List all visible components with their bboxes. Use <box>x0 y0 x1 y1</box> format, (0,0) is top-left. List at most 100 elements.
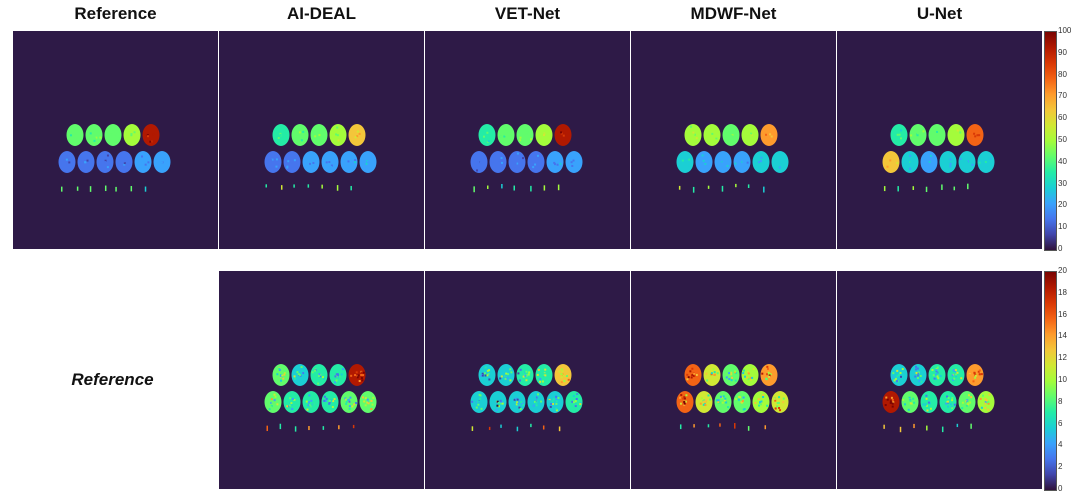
artifact-mark <box>144 186 147 192</box>
vial-speckle <box>726 164 729 167</box>
vial-speckle <box>99 136 102 139</box>
vial-speckle <box>721 401 724 404</box>
vial-speckle <box>974 373 977 376</box>
vial-speckle <box>537 368 540 371</box>
vial-speckle <box>351 155 354 158</box>
artifact-mark <box>471 426 474 431</box>
colorbar-tick: 14 <box>1058 331 1067 341</box>
vial-speckle <box>356 135 359 138</box>
vial-speckle <box>960 377 963 380</box>
vial-speckle <box>271 158 274 161</box>
vial-speckle <box>307 401 310 404</box>
vial-speckle <box>954 370 957 373</box>
vial-speckle <box>302 372 305 375</box>
vial-speckle <box>494 153 497 156</box>
vial-speckle <box>106 166 109 169</box>
vial-speckle <box>516 162 519 165</box>
vial-speckle <box>144 163 147 166</box>
vial-speckle <box>710 373 713 376</box>
vial-speckle <box>936 130 939 133</box>
vial-speckle <box>362 374 365 377</box>
vial-speckle <box>984 161 987 164</box>
vial-speckle <box>926 409 929 412</box>
vial-speckle <box>318 134 321 137</box>
artifact-mark <box>115 186 117 192</box>
colorbar-tick: 10 <box>1058 222 1067 232</box>
vial-speckle <box>273 393 276 396</box>
vial-speckle <box>305 400 308 403</box>
vial-speckle <box>558 370 561 373</box>
vial-speckle <box>758 404 761 407</box>
vial-speckle <box>892 401 895 404</box>
artifact-mark <box>280 185 283 190</box>
vial-speckle <box>916 377 919 380</box>
vial-speckle <box>553 154 556 157</box>
artifact-mark <box>693 424 695 428</box>
vial-speckle <box>932 374 935 377</box>
vial <box>302 391 320 413</box>
vial-speckle <box>734 398 737 401</box>
vial-speckle <box>522 157 525 160</box>
vial-speckle <box>725 376 728 379</box>
vial-speckle <box>891 398 894 401</box>
vial-speckle <box>691 367 694 370</box>
vial-speckle <box>539 131 542 134</box>
vial-speckle <box>777 401 780 404</box>
vial-speckle <box>951 399 954 402</box>
vial-speckle <box>966 161 969 164</box>
vial-speckle <box>479 397 482 400</box>
vial-speckle <box>917 371 920 374</box>
vial-speckle <box>278 368 281 371</box>
vial-speckle <box>731 135 734 138</box>
vial-speckle <box>516 402 519 405</box>
vial-speckle <box>777 405 780 408</box>
vial-speckle <box>952 369 955 372</box>
vial-speckle <box>270 398 273 401</box>
artifact-mark <box>293 184 295 188</box>
vial-speckle <box>353 403 356 406</box>
vial-speckle <box>544 374 547 377</box>
vial-speckle <box>987 400 990 403</box>
vial-speckle <box>350 129 353 132</box>
vial-speckle <box>477 403 480 406</box>
vial-speckle <box>328 399 331 402</box>
artifact-mark <box>558 426 561 432</box>
vial-speckle <box>679 396 682 399</box>
vial-speckle <box>904 403 907 406</box>
vial-speckle <box>679 402 682 405</box>
vial-speckle <box>929 407 932 410</box>
vial-speckle <box>933 377 936 380</box>
vial-speckle <box>561 126 564 129</box>
vial-speckle <box>955 133 958 136</box>
vial-speckle <box>912 397 915 400</box>
colorbar-tick: 10 <box>1058 375 1067 384</box>
vial-speckle <box>294 377 297 380</box>
vial-speckle <box>355 371 358 374</box>
vial-speckle <box>486 374 489 377</box>
vial-speckle <box>947 160 950 163</box>
vial-speckle <box>750 134 753 137</box>
vial-speckle <box>315 159 318 162</box>
map-image <box>58 124 171 192</box>
vial-speckle <box>728 378 731 381</box>
map-panel-u-net <box>837 31 1042 249</box>
vial-speckle <box>335 373 338 376</box>
vial-speckle <box>683 396 686 399</box>
artifact-mark <box>322 426 325 430</box>
vial-speckle <box>969 401 972 404</box>
vial-speckle <box>697 160 700 163</box>
vial-speckle <box>275 165 278 168</box>
vial-speckle <box>886 165 889 168</box>
vial-speckle <box>294 400 297 403</box>
column-title-reference: Reference <box>74 4 157 23</box>
vial-speckle <box>760 400 763 403</box>
vial-speckle <box>750 132 753 135</box>
artifact-mark <box>104 185 107 192</box>
colorbar-tick: 50 <box>1058 135 1067 144</box>
colorbar-tick: 20 <box>1058 200 1067 210</box>
vial-speckle <box>723 399 726 402</box>
vial-speckle <box>484 374 487 377</box>
vial <box>291 124 309 146</box>
artifact-mark <box>679 424 682 430</box>
vial-speckle <box>65 158 68 161</box>
